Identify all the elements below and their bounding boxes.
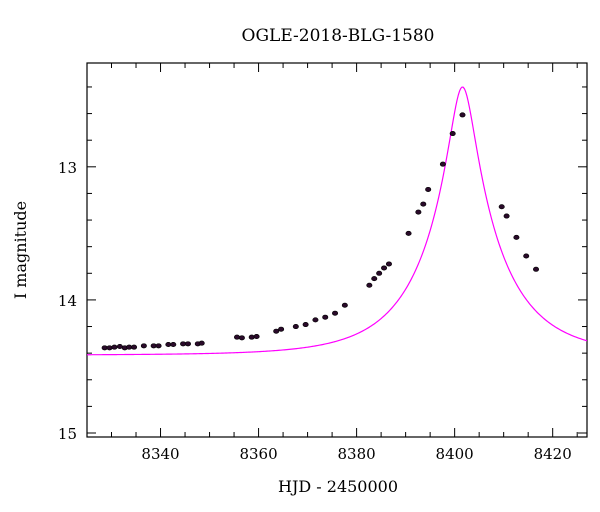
data-point (278, 326, 285, 332)
data-point (155, 343, 162, 349)
data-points (101, 112, 540, 351)
data-point (273, 328, 280, 334)
data-point (381, 265, 388, 271)
x-tick-label: 8380 (338, 445, 376, 463)
data-point (184, 341, 191, 347)
data-point (385, 261, 392, 267)
data-point (116, 343, 123, 349)
data-point (234, 334, 241, 340)
data-point (302, 322, 309, 328)
data-point (111, 344, 118, 350)
data-point (165, 341, 172, 347)
data-point (449, 131, 456, 137)
chart-title: OGLE-2018-BLG-1580 (242, 26, 435, 46)
data-point (106, 345, 113, 351)
data-point (376, 270, 383, 276)
data-point (180, 341, 187, 347)
data-point (292, 324, 299, 330)
data-point (439, 161, 446, 167)
model-curve (87, 86, 588, 356)
data-point (131, 344, 138, 350)
data-point (425, 186, 432, 192)
axis-tick-labels: 8340 8360 8380 8400 8420 13 14 15 (58, 159, 572, 463)
x-axis-label: HJD - 2450000 (278, 477, 398, 496)
data-point (366, 282, 373, 288)
data-point (341, 302, 348, 308)
data-point (170, 341, 177, 347)
x-tick-label: 8340 (141, 445, 179, 463)
axis-ticks (86, 63, 587, 437)
data-point (533, 266, 540, 272)
data-point (238, 335, 245, 341)
data-point (459, 112, 466, 118)
data-point (405, 230, 412, 236)
y-tick-label: 14 (58, 292, 77, 310)
y-tick-label: 13 (58, 159, 77, 177)
data-point (415, 209, 422, 215)
data-point (198, 340, 205, 346)
plot-frame (86, 62, 588, 438)
y-axis-label: I magnitude (11, 201, 30, 299)
data-point (312, 317, 319, 323)
data-point (322, 314, 329, 320)
data-point (126, 344, 133, 350)
x-tick-label: 8420 (534, 445, 572, 463)
data-point (101, 345, 108, 351)
data-point (371, 276, 378, 282)
y-tick-label: 15 (58, 425, 77, 443)
data-point (253, 334, 260, 340)
data-point (150, 343, 157, 349)
x-tick-label: 8400 (436, 445, 474, 463)
data-point (248, 334, 255, 340)
data-point (503, 213, 510, 219)
data-point (140, 343, 147, 349)
data-point (420, 201, 427, 207)
data-point (498, 204, 505, 210)
data-point (523, 253, 530, 259)
data-point (513, 234, 520, 240)
x-tick-label: 8360 (239, 445, 277, 463)
data-point (332, 310, 339, 316)
